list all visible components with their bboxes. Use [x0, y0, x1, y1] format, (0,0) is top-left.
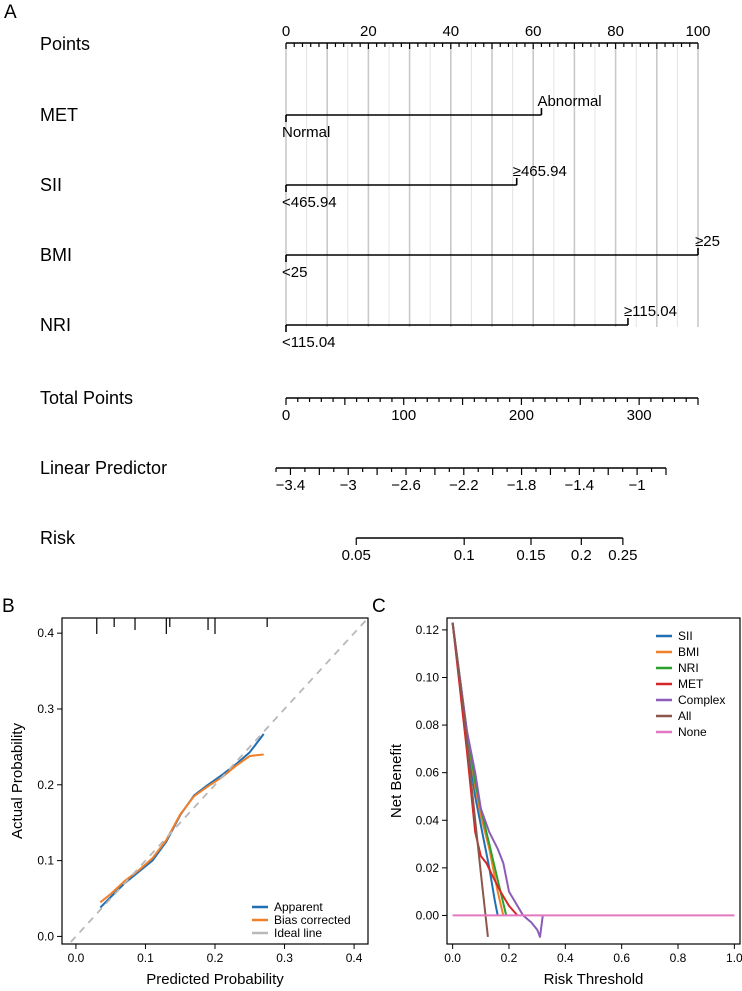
series-group: [451, 622, 735, 938]
linear-predictor-tick-label: −3: [340, 477, 357, 494]
row-label-total-points: Total Points: [40, 388, 133, 408]
linear-predictor-tick-label: −1.4: [565, 477, 595, 494]
linear-predictor-tick-label: −1.8: [507, 477, 537, 494]
series-line-met: [451, 622, 519, 917]
panel-a-label: A: [4, 2, 17, 23]
level-label: ≥25: [695, 233, 720, 250]
y-axis-label: Net Benefit: [388, 743, 405, 818]
total-points-tick-label: 100: [391, 407, 416, 424]
x-axis-label: Risk Threshold: [544, 971, 644, 988]
legend-entry-sii: SII: [678, 629, 693, 643]
x-tick-label: 0.3: [276, 951, 293, 965]
nomogram: Points 0 20 40 60 80 100 MET Normal Abnormal SII <4…: [40, 23, 720, 564]
risk-tick-label: 0.1: [454, 547, 475, 564]
x-tick-label: 0.2: [207, 951, 224, 965]
linear-predictor-tick-label: −2.2: [449, 477, 479, 494]
level-label: ≥465.94: [513, 163, 567, 180]
calibration-plot: 0.0 0.1 0.2 0.3 0.4 0.0 0.1 0.2 0.3 0.4 Predicted …: [9, 617, 369, 988]
decision-curve-plot: 0.0 0.2 0.4 0.6 0.8 1.0 0.00 0.02 0.04 0.06 0.08 0.…: [388, 617, 742, 988]
total-points-tick-label: 300: [627, 407, 652, 424]
y-tick-label: 0.4: [37, 626, 54, 640]
y-tick-label: 0.1: [37, 854, 54, 868]
y-axis-label: Actual Probability: [9, 723, 26, 839]
y-tick-label: 0.2: [37, 778, 54, 792]
row-label-sii: SII: [40, 175, 62, 195]
x-tick-label: 0.2: [501, 951, 518, 965]
y-tick-label: 0.00: [416, 908, 440, 922]
row-label-met: MET: [40, 105, 78, 125]
series-line-bias-corrected: [99, 753, 264, 904]
y-tick-label: 0.06: [416, 766, 440, 780]
risk-tick-label: 0.15: [516, 547, 545, 564]
x-tick-label: 0.0: [68, 951, 85, 965]
legend-entry-nri: NRI: [678, 661, 699, 675]
legend-entry-all: All: [678, 709, 691, 723]
points-tick-label: 0: [282, 23, 290, 40]
risk-tick-label: 0.25: [608, 547, 637, 564]
series-line-nri: [451, 622, 508, 916]
x-tick-label: 0.4: [557, 951, 574, 965]
legend-entry-ideal-line: Ideal line: [274, 926, 322, 940]
linear-predictor-tick-label: −3.4: [276, 477, 306, 494]
row-label-nri: NRI: [40, 315, 71, 335]
panel-c-label: C: [372, 596, 386, 617]
legend-entry-none: None: [678, 725, 707, 739]
row-label-bmi: BMI: [40, 245, 72, 265]
x-tick-label: 1.0: [726, 951, 742, 965]
level-label: <465.94: [282, 194, 337, 211]
series-group: [67, 618, 368, 944]
linear-predictor-tick-label: −2.6: [391, 477, 421, 494]
row-label-linear-predictor: Linear Predictor: [40, 458, 167, 478]
legend-entry-bmi: BMI: [678, 645, 699, 659]
x-tick-label: 0.8: [670, 951, 687, 965]
legend-entry-met: MET: [678, 677, 704, 691]
linear-predictor-tick-label: −1: [629, 477, 646, 494]
level-label: <115.04: [282, 334, 336, 351]
series-line-all: [451, 622, 489, 938]
points-tick-label: 100: [685, 23, 710, 40]
legend-entry-apparent: Apparent: [274, 900, 323, 914]
legend-entry-complex: Complex: [678, 693, 725, 707]
risk-tick-label: 0.05: [342, 547, 371, 564]
row-label-risk: Risk: [40, 528, 76, 548]
x-tick-label: 0.6: [613, 951, 630, 965]
points-tick-label: 80: [607, 23, 624, 40]
x-tick-label: 0.0: [444, 951, 461, 965]
x-tick-label: 0.1: [137, 951, 154, 965]
legend-entry-bias-corrected: Bias corrected: [274, 913, 351, 927]
series-line-complex: [451, 622, 544, 938]
level-label: Abnormal: [537, 93, 601, 110]
total-points-tick-label: 0: [282, 407, 290, 424]
level-label: <25: [282, 264, 307, 281]
y-tick-label: 0.04: [416, 813, 440, 827]
x-axis-label: Predicted Probability: [146, 971, 284, 988]
level-label: Normal: [282, 124, 330, 141]
points-tick-label: 20: [360, 23, 377, 40]
series-line-ideal-line: [67, 618, 368, 944]
points-tick-label: 60: [525, 23, 542, 40]
row-label-points: Points: [40, 34, 90, 54]
risk-tick-label: 0.2: [571, 547, 592, 564]
panel-b-label: B: [2, 596, 15, 617]
y-tick-label: 0.08: [416, 718, 440, 732]
points-tick-label: 40: [442, 23, 459, 40]
level-label: ≥115.04: [624, 303, 677, 320]
y-tick-label: 0.02: [416, 861, 440, 875]
plot-frame: [446, 617, 741, 945]
y-tick-label: 0.12: [416, 623, 440, 637]
total-points-tick-label: 200: [509, 407, 534, 424]
y-tick-label: 0.10: [416, 670, 440, 684]
y-tick-label: 0.3: [37, 702, 54, 716]
y-tick-label: 0.0: [37, 929, 54, 943]
x-tick-label: 0.4: [346, 951, 363, 965]
